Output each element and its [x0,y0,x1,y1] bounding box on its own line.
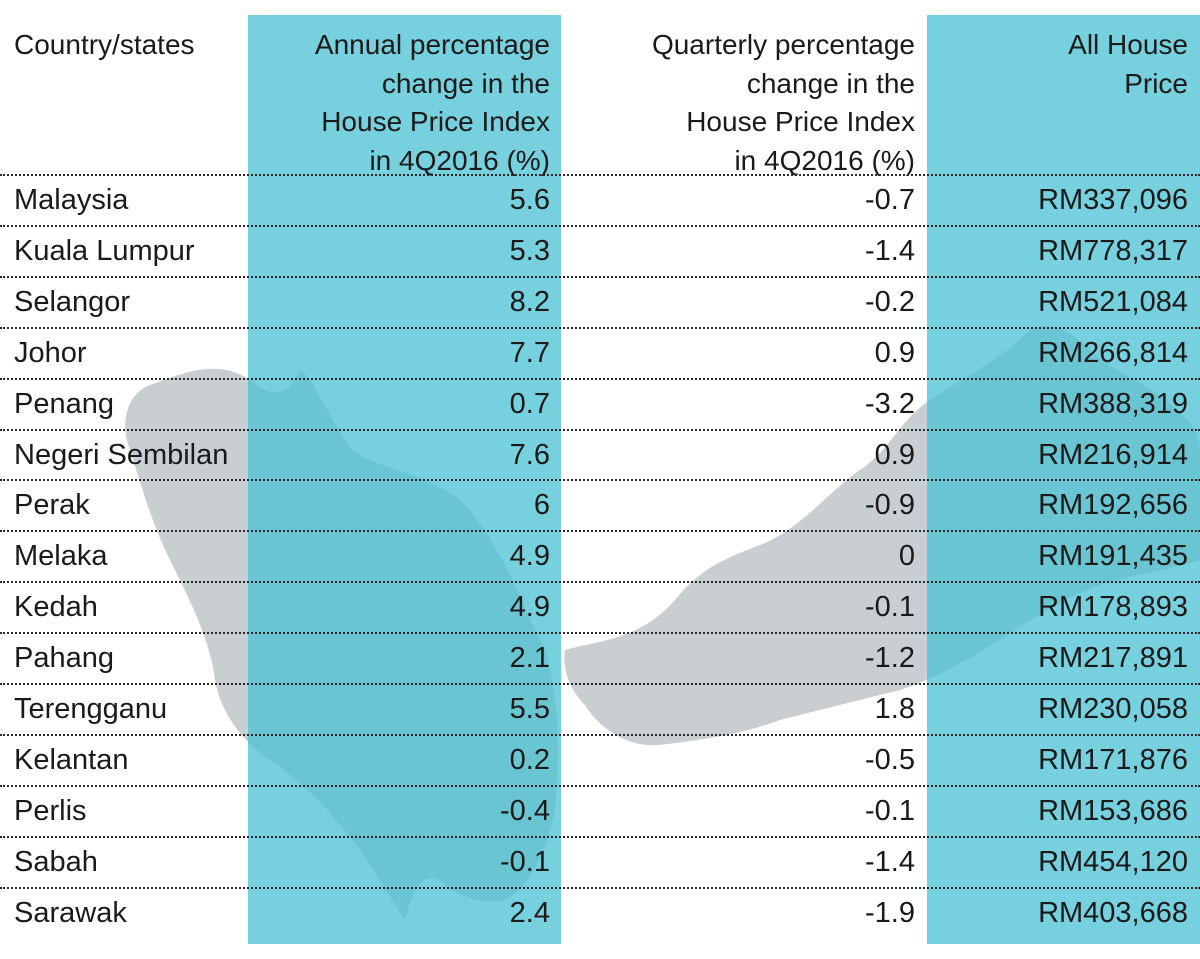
table-cell-quarterly-change: 0.9 [874,438,915,471]
table-cell-quarterly-change: 0.9 [874,336,915,369]
table-row: Selangor 8.2 -0.2 RM521,084 [0,275,1200,327]
table-cell-house-price: RM153,686 [1038,794,1188,827]
table-cell-state: Selangor [14,285,131,318]
header-line: in 4Q2016 (%) [734,144,915,176]
table-cell-house-price: RM337,096 [1038,184,1188,216]
table-row: Perlis -0.4 -0.1 RM153,686 [0,784,1200,836]
table-cell-annual-change: 6 [533,489,550,522]
table-cell-house-price: RM171,876 [1038,743,1188,776]
header-line: All House [1068,29,1188,60]
table-cell-annual-change: 7.6 [509,438,550,471]
table-cell-house-price: RM778,317 [1038,234,1188,267]
table-row: Kedah 4.9 -0.1 RM178,893 [0,581,1200,632]
table-row: Melaka 4.9 0 RM191,435 [0,530,1200,581]
table-cell-house-price: RM192,656 [1038,489,1188,522]
table-cell-house-price: RM266,814 [1038,336,1188,369]
table-row: Pahang 2.1 -1.2 RM217,891 [0,632,1200,683]
table-cell-quarterly-change: -0.9 [865,489,915,522]
table-cell-quarterly-change: 1.8 [874,693,915,725]
header-line: in 4Q2016 (%) [369,144,550,176]
table-cell-annual-change: -0.1 [500,845,550,878]
table-cell-quarterly-change: -1.4 [865,234,915,267]
table-row: Terengganu 5.5 1.8 RM230,058 [0,683,1200,734]
table-cell-state: Pahang [14,642,114,675]
table-cell-house-price: RM230,058 [1038,693,1188,725]
table-cell-quarterly-change: -0.7 [865,184,915,216]
table-cell-state: Negeri Sembilan [14,438,229,471]
table-row: Johor 7.7 0.9 RM266,814 [0,326,1200,378]
table-row: Sarawak 2.4 -1.9 RM403,668 [0,886,1200,938]
table-cell-state: Malaysia [14,184,129,216]
header-line: Quarterly percentage [651,29,915,60]
table-cell-annual-change: 7.7 [509,336,550,369]
table-cell-state: Perak [14,489,90,522]
table-cell-house-price: RM178,893 [1038,591,1188,624]
table-row: Sabah -0.1 -1.4 RM454,120 [0,835,1200,887]
header-quarterly-change: Quarterly percentage change in the House P… [570,26,915,180]
table-cell-quarterly-change: -0.1 [865,591,915,624]
table-cell-house-price: RM403,668 [1038,896,1188,929]
table-cell-state: Sarawak [14,896,127,929]
table-cell-quarterly-change: 0 [898,540,915,573]
header-line: Price [1124,67,1188,99]
table-cell-state: Melaka [14,540,108,573]
table-cell-state: Kelantan [14,743,129,776]
table-cell-annual-change: 2.4 [509,896,550,929]
table-cell-annual-change: 5.3 [509,234,550,267]
table-cell-house-price: RM191,435 [1038,540,1188,573]
table-cell-annual-change: -0.4 [500,794,550,827]
table-cell-annual-change: 8.2 [509,285,550,318]
table-cell-state: Sabah [14,845,98,878]
table-cell-quarterly-change: -3.2 [865,387,915,420]
table-cell-annual-change: 0.7 [509,387,550,420]
table-row: Kuala Lumpur 5.3 -1.4 RM778,317 [0,224,1200,276]
table-cell-state: Johor [14,336,87,369]
header-line: Annual percentage [314,29,550,60]
header-line: House Price Index [321,106,550,137]
table-cell-state: Perlis [14,794,87,827]
table-cell-quarterly-change: -1.9 [865,896,915,929]
table-cell-annual-change: 5.6 [509,184,550,216]
header-line: change in the [746,67,915,99]
table-cell-quarterly-change: -1.2 [865,642,915,675]
table-cell-annual-change: 0.2 [509,743,550,776]
header-country-states: Country/states [14,26,244,65]
table-cell-quarterly-change: -0.2 [865,285,915,318]
table-row: Negeri Sembilan 7.6 0.9 RM216,914 [0,428,1200,480]
table-cell-annual-change: 2.1 [509,642,550,675]
table-cell-house-price: RM216,914 [1038,438,1188,471]
header-annual-change: Annual percentage change in the House Pric… [252,26,550,180]
table-row: Malaysia 5.6 -0.7 RM337,096 [0,174,1200,225]
table-cell-state: Kedah [14,591,98,624]
header-line: change in the [381,67,550,99]
table-cell-quarterly-change: -1.4 [865,845,915,878]
table-cell-quarterly-change: -0.1 [865,794,915,827]
table-cell-state: Penang [14,387,114,420]
table-cell-annual-change: 5.5 [509,693,550,725]
table-cell-quarterly-change: -0.5 [865,743,915,776]
table-row: Kelantan 0.2 -0.5 RM171,876 [0,733,1200,785]
table-cell-state: Kuala Lumpur [14,234,195,267]
table-cell-house-price: RM217,891 [1038,642,1188,675]
table-row: Perak 6 -0.9 RM192,656 [0,479,1200,530]
table-cell-house-price: RM454,120 [1038,845,1188,878]
table-cell-house-price: RM388,319 [1038,387,1188,420]
header-line: Country/states [14,29,195,60]
header-all-house-price: All House Price [930,26,1188,103]
table-row: Penang 0.7 -3.2 RM388,319 [0,377,1200,429]
table-cell-annual-change: 4.9 [509,591,550,624]
header-line: House Price Index [686,106,915,137]
table-cell-state: Terengganu [14,693,168,725]
table-cell-house-price: RM521,084 [1038,285,1188,318]
table-cell-annual-change: 4.9 [509,540,550,573]
